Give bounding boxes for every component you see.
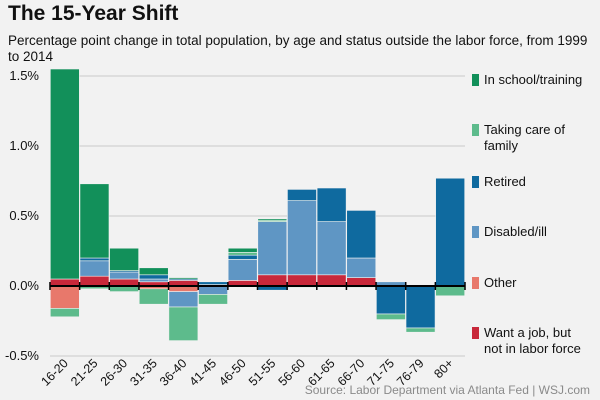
bar-segment	[79, 257, 110, 262]
bar-segment	[49, 68, 80, 280]
legend-label-line: Disabled/ill	[484, 224, 547, 239]
bar-segment	[198, 294, 228, 305]
bar-segment	[287, 274, 317, 287]
x-tick-label: 56-60	[276, 356, 309, 389]
bar-segment	[109, 278, 139, 287]
bar-segment	[168, 306, 199, 341]
legend-label: Other	[484, 275, 517, 290]
bar-segment	[109, 247, 139, 271]
bar-segment	[138, 267, 169, 276]
x-tick-label: 36-40	[157, 356, 190, 389]
bar-segment	[435, 285, 466, 297]
source-note: Source: Labor Department via Atlanta Fed…	[304, 383, 590, 397]
bar-segment	[316, 274, 347, 287]
bar-segment	[198, 281, 228, 285]
x-tick-label: 16-20	[38, 356, 71, 389]
legend-label-line: Taking care of	[484, 122, 565, 137]
bar-segment	[405, 285, 436, 329]
bar-segment	[79, 183, 110, 259]
bar-segment	[138, 278, 169, 283]
x-tick-label: 26-30	[98, 356, 131, 389]
y-tick-label: 1.5%	[9, 68, 39, 83]
x-tick-label: 51-55	[246, 356, 279, 389]
legend-label: Retired	[484, 174, 526, 189]
chart-subtitle: Percentage point change in total populat…	[8, 33, 588, 64]
legend-label: In school/training	[484, 72, 582, 87]
legend-swatch	[472, 226, 479, 238]
y-tick-label: 0.0%	[9, 278, 39, 293]
legend-swatch	[472, 277, 479, 289]
legend-label-line: Other	[484, 275, 517, 290]
bar-segment	[376, 285, 406, 315]
legend-label-line: Retired	[484, 174, 526, 189]
legend-label: Taking care of family	[484, 122, 565, 153]
bar-segment	[346, 257, 377, 278]
bar-segment	[287, 189, 317, 201]
bar-segment	[405, 327, 436, 333]
x-tick-label: 46-50	[216, 356, 249, 389]
chart-title: The 15-Year Shift	[8, 2, 179, 25]
bar-segment	[79, 260, 110, 277]
legend-label-line: Want a job, but	[484, 325, 571, 340]
bar-segment	[316, 187, 347, 222]
bar-segment	[138, 274, 169, 280]
bar-segment	[109, 271, 139, 280]
legend-swatch	[472, 124, 479, 136]
bar-segment	[227, 252, 258, 256]
bar-segment	[49, 308, 80, 318]
bar-segment	[227, 254, 258, 260]
legend-label-line: family	[484, 138, 518, 153]
legend-label-line: not in labor force	[484, 341, 581, 356]
bar-segment	[346, 277, 377, 287]
bar-segment	[168, 291, 199, 308]
bar-segment	[79, 275, 110, 287]
bar-segment	[49, 278, 80, 287]
legend-label: Want a job, but not in labor force	[484, 325, 581, 356]
bar-segment	[346, 210, 377, 259]
bar-segment	[227, 259, 258, 281]
bar-segment	[257, 218, 288, 221]
bar-segment	[435, 177, 466, 287]
bar-segment	[138, 288, 169, 305]
x-tick-label: 21-25	[68, 356, 101, 389]
bar-segment	[198, 285, 228, 295]
legend-swatch	[472, 74, 479, 86]
bar-segment	[168, 277, 199, 280]
bar-segment	[257, 274, 288, 287]
y-tick-label: 1.0%	[9, 138, 39, 153]
x-tick-label: 80+	[431, 356, 456, 381]
bar-segment	[316, 221, 347, 276]
y-tick-label: 0.5%	[9, 208, 39, 223]
legend-swatch	[472, 176, 479, 188]
bar-segment	[376, 313, 406, 320]
bar-segment	[257, 221, 288, 276]
legend-label-line: In school/training	[484, 72, 582, 87]
legend-label: Disabled/ill	[484, 224, 547, 239]
bar-segment	[49, 285, 80, 309]
x-tick-label: 41-45	[187, 356, 220, 389]
x-tick-label: 31-35	[127, 356, 160, 389]
bar-segment	[227, 247, 258, 253]
legend-swatch	[472, 327, 479, 339]
bar-segment	[287, 200, 317, 276]
y-tick-label: -0.5%	[5, 348, 39, 363]
